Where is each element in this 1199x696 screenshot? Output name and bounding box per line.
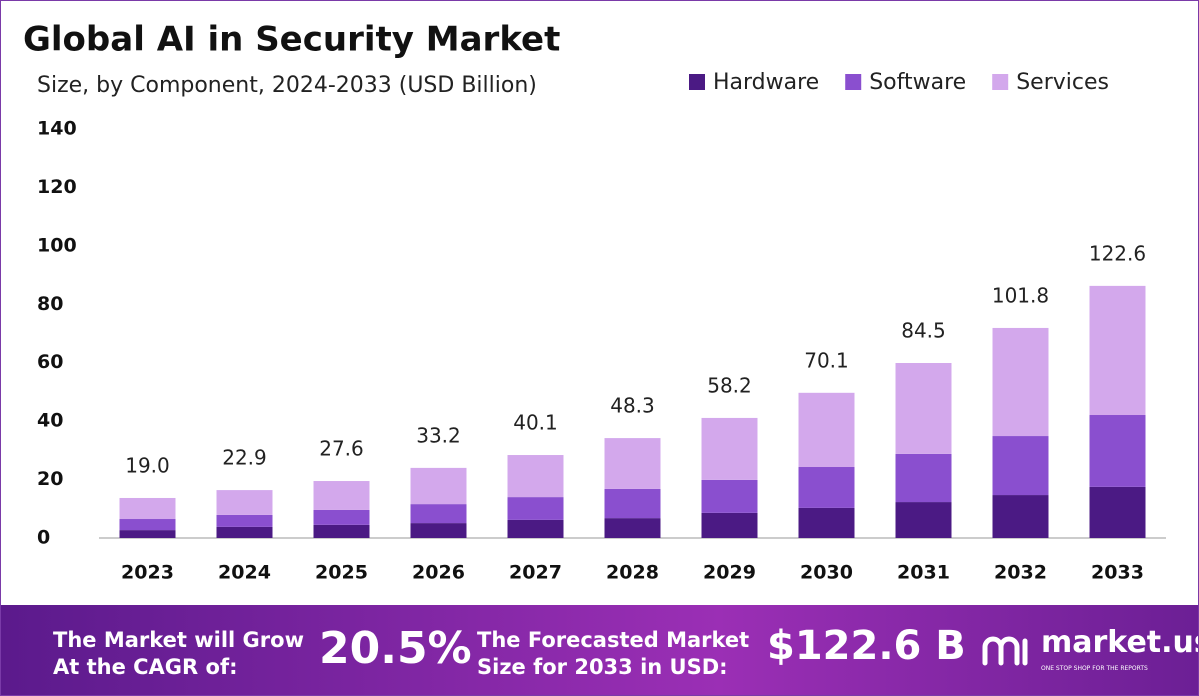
total-label: 122.6: [1089, 241, 1146, 265]
brand-logo: [982, 636, 1028, 666]
bar-segment: [895, 453, 952, 503]
bar-segment: [701, 479, 758, 513]
x-tick-label: 2031: [897, 562, 950, 584]
x-tick-label: 2030: [800, 562, 853, 584]
cagr-value: 20.5%: [319, 623, 472, 674]
total-label: 101.8: [992, 283, 1049, 307]
bar-segment: [313, 524, 370, 538]
legend-swatch: [845, 74, 862, 90]
brand-tagline: ONE STOP SHOP FOR THE REPORTS: [1041, 665, 1148, 672]
bar-segment: [507, 519, 564, 538]
y-tick-label: 60: [37, 351, 63, 373]
legend-label: Software: [869, 70, 966, 95]
total-label: 58.2: [707, 373, 752, 397]
total-label: 40.1: [513, 411, 558, 435]
total-label: 22.9: [222, 446, 267, 470]
bar-segment: [992, 495, 1049, 538]
footer-banner: The Market will Grow At the CAGR of: 20.…: [1, 605, 1198, 695]
total-label: 70.1: [804, 348, 849, 372]
x-tick-label: 2025: [315, 562, 368, 584]
total-label: 27.6: [319, 437, 364, 461]
bar-segment: [216, 526, 273, 538]
legend-swatch: [689, 74, 705, 90]
bar-segment: [992, 327, 1049, 437]
legend-swatch: [992, 74, 1009, 90]
bar-segment: [895, 363, 952, 454]
bar-segment: [701, 512, 758, 538]
x-tick-label: 2026: [412, 562, 465, 584]
bar-segment: [701, 417, 758, 480]
chart-title: Global AI in Security Market: [23, 20, 560, 60]
forecast-value: $122.6 B: [767, 623, 966, 669]
x-tick-label: 2024: [218, 562, 271, 584]
bar-segment: [313, 509, 370, 525]
legend-label: Services: [1016, 70, 1109, 95]
total-label: 19.0: [125, 453, 170, 477]
y-tick-label: 80: [37, 293, 63, 315]
bar-segment: [895, 502, 952, 538]
bar-segment: [604, 488, 661, 519]
bar-segment: [216, 490, 273, 515]
x-tick-label: 2027: [509, 562, 562, 584]
bar-segment: [604, 438, 661, 489]
bar-segment: [410, 523, 467, 538]
chart-subtitle: Size, by Component, 2024-2033 (USD Billi…: [37, 73, 537, 98]
x-tick-label: 2028: [606, 562, 659, 584]
bar-segment: [216, 514, 273, 527]
y-tick-label: 100: [37, 234, 77, 256]
y-tick-label: 140: [37, 118, 77, 140]
total-label: 48.3: [610, 394, 655, 418]
y-tick-label: 120: [37, 176, 77, 198]
x-tick-label: 2029: [703, 562, 756, 584]
y-tick-label: 20: [37, 468, 63, 490]
bar-segment: [507, 455, 564, 498]
total-label: 84.5: [901, 319, 946, 343]
bar-segment: [410, 467, 467, 505]
y-tick-label: 40: [37, 410, 63, 432]
bar-segment: [119, 497, 176, 520]
bar-segment: [992, 436, 1049, 496]
bar-segment: [798, 507, 855, 538]
bar-segment: [604, 518, 661, 538]
brand-name: market.us: [1041, 625, 1199, 660]
x-tick-label: 2032: [994, 562, 1047, 584]
bar-segment: [313, 481, 370, 510]
forecast-caption: The Forecasted Market Size for 2033 in U…: [477, 628, 750, 679]
x-tick-label: 2023: [121, 562, 174, 584]
cagr-caption: The Market will Grow At the CAGR of:: [53, 628, 304, 679]
bar-segment: [798, 392, 855, 468]
bar-segment: [798, 467, 855, 508]
legend-label: Hardware: [713, 70, 819, 95]
bar-segment: [1089, 415, 1146, 487]
x-tick-label: 2033: [1091, 562, 1144, 584]
chart: Global AI in Security Market Size, by Co…: [23, 20, 1166, 584]
total-label: 33.2: [416, 423, 461, 447]
bar-segment: [1089, 486, 1146, 538]
y-tick-label: 0: [37, 527, 50, 549]
bar-segment: [119, 519, 176, 531]
bar-segment: [119, 530, 176, 538]
bar-segment: [507, 497, 564, 520]
bar-segment: [1089, 285, 1146, 416]
bar-segment: [410, 504, 467, 524]
